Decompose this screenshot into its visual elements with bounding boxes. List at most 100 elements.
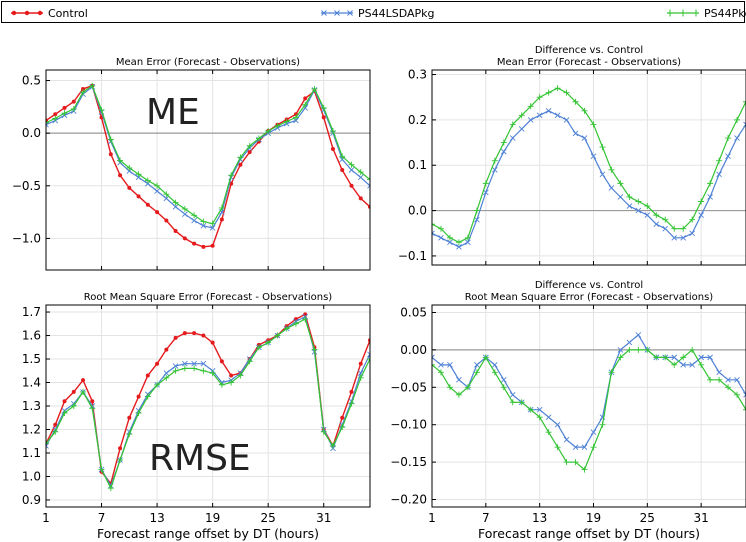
data-point-ps44pkg [154, 182, 161, 189]
series-group [46, 312, 370, 492]
data-point-ps44pkg [500, 384, 507, 391]
data-point-ps44lsdapkg [725, 153, 731, 159]
data-point-ps44lsdapkg [172, 363, 179, 369]
data-point-ps44lsdapkg [671, 354, 678, 361]
data-point-ps44lsdapkg [491, 166, 498, 173]
data-point-ps44pkg [228, 379, 235, 386]
data-point-ps44pkg [527, 406, 534, 413]
data-point-ps44pkg [80, 89, 87, 96]
data-point-control [155, 361, 160, 366]
data-point-ps44pkg [432, 221, 435, 228]
data-point-ps44lsdapkg [581, 444, 588, 450]
data-point-ps44pkg [107, 136, 114, 143]
data-point-ps44pkg [46, 119, 49, 126]
data-point-ps44pkg [274, 332, 281, 339]
data-point-ps44pkg [52, 115, 59, 122]
data-point-ps44pkg [191, 212, 198, 219]
x-tick-label: 31 [694, 511, 709, 525]
data-point-control [145, 373, 150, 378]
chart-panel-rmse_diff: 1 7 13 19 25 31 0.05 0.00 −0.05 −0.10 −0.15 −0.20 Di… [390, 280, 746, 541]
data-point-ps44pkg [126, 164, 133, 171]
chart-subtitle: Mean Error (Forecast - Observations) [497, 57, 681, 68]
data-point-ps44pkg [154, 381, 161, 388]
data-point-control [81, 86, 86, 91]
data-point-ps44pkg [518, 112, 525, 119]
data-point-ps44pkg [482, 180, 489, 187]
legend-item-ps44pkg: PS44Pkg [666, 5, 746, 21]
data-point-control [247, 150, 252, 155]
x-tick-label: 31 [316, 511, 331, 525]
data-point-ps44pkg [455, 391, 462, 398]
data-point-control [155, 210, 160, 215]
y-tick-label: 1.6 [22, 329, 41, 343]
data-point-control [321, 115, 326, 120]
data-point-ps44lsdapkg [456, 244, 462, 250]
data-point-ps44pkg [200, 367, 207, 374]
data-point-control [229, 373, 234, 378]
data-point-control [62, 399, 67, 404]
data-point-ps44lsdapkg [163, 195, 170, 202]
chart-title: Difference vs. Control [535, 45, 643, 56]
data-point-ps44lsdapkg [734, 376, 740, 383]
data-point-ps44pkg [572, 459, 579, 466]
data-point-ps44pkg [689, 216, 696, 223]
chart-title: Root Mean Square Error (Forecast - Obser… [84, 292, 332, 303]
data-point-ps44pkg [311, 85, 318, 92]
data-point-ps44lsdapkg [545, 414, 552, 421]
data-point-control [358, 196, 363, 201]
data-point-ps44pkg [292, 320, 299, 327]
data-point-ps44lsdapkg [653, 221, 660, 228]
data-point-ps44pkg [163, 374, 170, 381]
data-point-ps44pkg [554, 85, 561, 92]
data-point-control [358, 361, 363, 366]
data-point-ps44pkg [98, 466, 105, 473]
y-tick-label: 1.4 [22, 376, 41, 390]
data-point-ps44pkg [599, 144, 606, 151]
data-point-ps44pkg [446, 234, 453, 241]
data-point-ps44lsdapkg [671, 234, 678, 241]
y-tick-label: −0.1 [398, 249, 427, 263]
data-point-ps44lsdapkg [743, 391, 746, 398]
x-tick-label: 7 [98, 511, 106, 525]
data-point-ps44lsdapkg [536, 112, 543, 119]
data-point-ps44lsdapkg [357, 174, 364, 181]
data-point-control [303, 96, 308, 101]
chart-subtitle: Root Mean Square Error (Forecast - Obser… [465, 292, 713, 303]
data-point-ps44lsdapkg [563, 436, 570, 443]
data-point-ps44lsdapkg [689, 362, 695, 368]
y-tick-label: 1.3 [22, 399, 41, 413]
data-point-ps44pkg [61, 110, 68, 117]
data-point-ps44pkg [302, 101, 309, 108]
data-point-control [349, 183, 354, 188]
data-point-ps44pkg [671, 225, 678, 232]
data-point-control [118, 173, 123, 178]
data-point-control [238, 162, 243, 167]
data-point-control [340, 168, 345, 172]
series-line-ps44pkg [46, 84, 370, 225]
data-point-ps44pkg [320, 428, 327, 435]
chart-panel-me_diff: 0.3 0.2 0.1 0.0 −0.1 Difference vs. ControlMe… [398, 45, 746, 266]
legend-marker-ps44lsdapkg [321, 10, 353, 16]
data-point-ps44pkg [172, 367, 179, 374]
x-tick-label: 25 [640, 511, 655, 525]
y-tick-label: 0.05 [400, 305, 427, 319]
data-point-ps44lsdapkg [590, 153, 597, 159]
data-point-ps44pkg [209, 370, 216, 377]
x-tick-label: 25 [261, 511, 276, 525]
data-point-control [90, 399, 95, 404]
data-point-ps44pkg [491, 157, 498, 164]
data-point-control [108, 152, 113, 157]
legend-marker-ps44pkg [667, 9, 699, 17]
legend-label-control: Control [48, 6, 88, 20]
legend-item-control: Control [10, 5, 88, 21]
data-point-ps44pkg [283, 118, 290, 125]
data-point-ps44lsdapkg [626, 339, 633, 346]
data-point-ps44pkg [144, 177, 151, 184]
data-point-ps44pkg [320, 104, 327, 111]
data-point-ps44pkg [339, 153, 346, 160]
data-point-control [145, 202, 150, 207]
legend-marker-control [11, 10, 43, 16]
data-point-ps44pkg [144, 393, 151, 400]
data-point-ps44pkg [135, 171, 142, 178]
data-point-ps44pkg [89, 405, 96, 412]
